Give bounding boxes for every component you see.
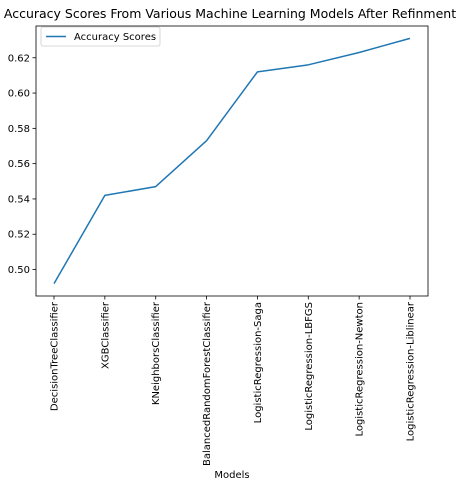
x-tick-label: LogisticRegression-Liblinear [406, 301, 417, 441]
data-point [307, 64, 309, 66]
y-axis: 0.50 0.52 0.54 0.56 0.58 0.60 0.62 [8, 53, 36, 276]
x-tick-label: LogisticRegression-Newton [355, 302, 366, 437]
data-point [409, 37, 411, 39]
data-point [256, 71, 258, 73]
x-tick-label: LogisticRegression-LBFGS [304, 302, 315, 431]
legend-box [40, 26, 161, 47]
x-axis-label: Models [214, 470, 249, 481]
legend: Accuracy Scores [40, 26, 161, 47]
chart-title: Accuracy Scores From Various Machine Lea… [4, 6, 456, 21]
x-tick-label: XGBClassifier [100, 301, 111, 369]
x-tick-label: KNeighborsClassifier [151, 301, 162, 405]
data-point [104, 194, 106, 196]
data-point [53, 283, 55, 285]
x-tick-label: LogisticRegression-Saga [253, 302, 264, 423]
x-tick-label: DecisionTreeClassifier [50, 301, 61, 411]
data-point [358, 51, 360, 53]
y-tick-label: 0.52 [8, 230, 30, 241]
y-tick-label: 0.50 [8, 265, 30, 276]
y-tick-label: 0.58 [8, 124, 30, 135]
y-tick-label: 0.62 [8, 53, 30, 64]
y-tick-label: 0.54 [8, 194, 30, 205]
plot-area [35, 25, 429, 297]
series-layer [53, 37, 411, 285]
data-point [206, 140, 208, 142]
series-line-accuracy-scores [53, 37, 411, 285]
y-tick-label: 0.60 [8, 89, 30, 100]
legend-label: Accuracy Scores [74, 32, 156, 43]
x-tick-label: BalancedRandomForestClassifier [202, 301, 213, 466]
y-tick-label: 0.56 [8, 159, 30, 170]
x-axis: DecisionTreeClassifier XGBClassifier KNeig… [50, 296, 417, 466]
data-point [155, 186, 157, 188]
